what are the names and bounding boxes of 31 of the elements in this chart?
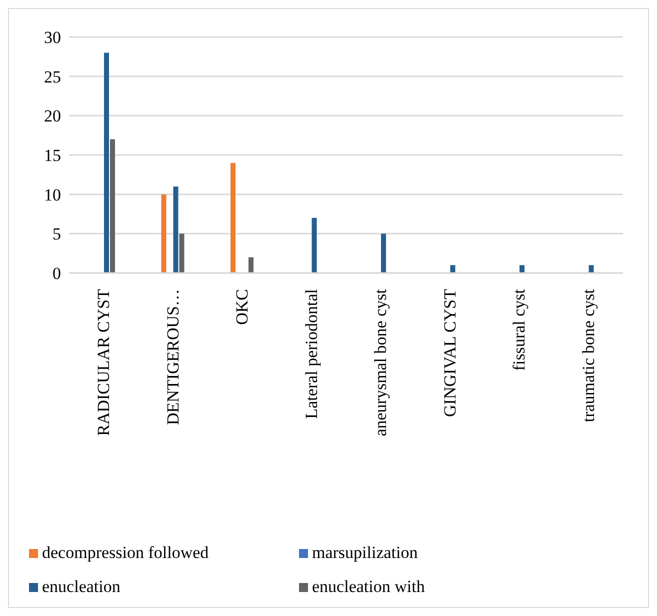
x-tick-label: DENTIGEROUS…	[163, 289, 182, 425]
y-tick-label: 30	[44, 28, 61, 48]
bar	[312, 218, 317, 273]
legend-label: decompression followed	[42, 543, 209, 563]
bar	[161, 194, 166, 273]
y-tick-label: 10	[44, 185, 61, 204]
x-tick-label: OKC	[232, 289, 252, 325]
bar	[248, 257, 254, 273]
legend-label: enucleation	[42, 577, 120, 597]
bar	[110, 139, 115, 273]
bar	[520, 265, 524, 273]
x-tick-label: fissural cyst	[510, 288, 529, 371]
y-tick-label: 0	[52, 264, 61, 284]
x-tick-label: RADICULAR CYST	[94, 288, 114, 436]
bar	[173, 186, 178, 273]
bar	[450, 265, 456, 273]
bar	[588, 265, 594, 273]
bar	[104, 52, 109, 273]
y-tick-label: 25	[44, 67, 61, 86]
x-tick-label: GINGIVAL CYST	[440, 288, 460, 417]
y-tick-label: 5	[52, 224, 61, 244]
legend-label: enucleation with	[312, 577, 425, 597]
y-tick-label: 20	[44, 106, 61, 126]
bar	[179, 234, 184, 273]
legend-label: marsupilization	[312, 543, 418, 563]
bar	[381, 234, 386, 273]
x-tick-label: aneurysmal bone cyst	[371, 288, 390, 436]
x-tick-label: Lateral periodontal	[302, 288, 321, 419]
y-tick-label: 15	[44, 146, 61, 166]
bar	[230, 162, 236, 273]
x-tick-label: traumatic bone cyst	[578, 288, 598, 422]
